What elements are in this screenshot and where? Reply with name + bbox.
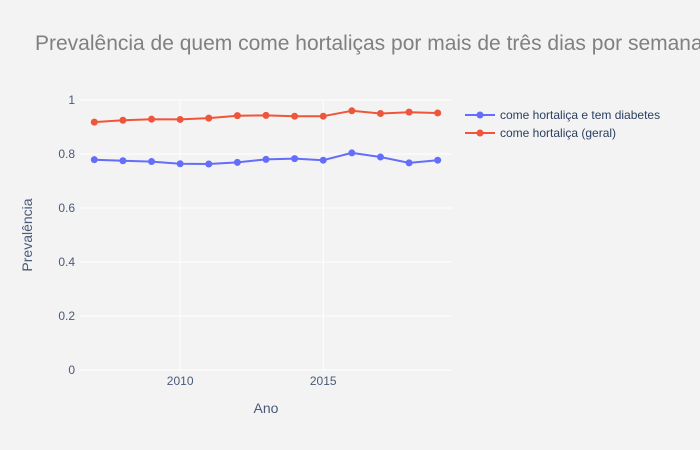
- legend-marker: [476, 129, 484, 137]
- data-point[interactable]: [148, 158, 156, 166]
- data-point[interactable]: [376, 153, 384, 161]
- data-point[interactable]: [262, 111, 270, 119]
- y-tick-label: 0: [68, 363, 75, 377]
- data-point[interactable]: [90, 118, 98, 126]
- series-2: [90, 107, 442, 126]
- data-point[interactable]: [348, 149, 356, 157]
- x-tick-label: 2015: [310, 374, 337, 388]
- chart-title: Prevalência de quem come hortaliças por …: [35, 32, 700, 55]
- axis-ticks: 0 0.2 0.4 0.6 0.8 1 2010 2015: [58, 93, 337, 388]
- legend-label: come hortaliça e tem diabetes: [500, 108, 660, 122]
- legend-item[interactable]: come hortaliça (geral): [465, 126, 616, 140]
- data-point[interactable]: [291, 112, 299, 120]
- grid-lines: [80, 99, 452, 371]
- data-point[interactable]: [90, 156, 98, 164]
- data-point[interactable]: [233, 112, 241, 120]
- y-tick-label: 1: [68, 93, 75, 107]
- series-layer: [90, 107, 442, 168]
- series-1: [90, 149, 442, 168]
- data-point[interactable]: [205, 114, 213, 122]
- data-point[interactable]: [405, 159, 413, 167]
- data-point[interactable]: [291, 155, 299, 163]
- data-point[interactable]: [376, 110, 384, 117]
- y-tick-label: 0.6: [58, 201, 75, 215]
- data-point[interactable]: [348, 107, 356, 115]
- data-point[interactable]: [434, 156, 442, 164]
- legend[interactable]: come hortaliça e tem diabetes come hortal…: [465, 108, 660, 140]
- y-axis-title: Prevalência: [19, 198, 35, 271]
- data-point[interactable]: [319, 156, 327, 164]
- data-point[interactable]: [405, 108, 413, 116]
- data-point[interactable]: [205, 160, 213, 168]
- data-point[interactable]: [233, 158, 241, 166]
- legend-label: come hortaliça (geral): [500, 126, 616, 140]
- y-tick-label: 0.2: [58, 309, 75, 323]
- data-point[interactable]: [319, 112, 327, 120]
- legend-item[interactable]: come hortaliça e tem diabetes: [465, 108, 660, 122]
- data-point[interactable]: [119, 157, 127, 165]
- data-point[interactable]: [119, 116, 127, 124]
- data-point[interactable]: [434, 109, 442, 117]
- x-axis-title: Ano: [254, 400, 279, 416]
- y-tick-label: 0.8: [58, 147, 75, 161]
- data-point[interactable]: [262, 155, 270, 163]
- legend-marker: [476, 111, 484, 119]
- data-point[interactable]: [176, 160, 184, 168]
- x-tick-label: 2010: [167, 374, 194, 388]
- y-tick-label: 0.4: [58, 255, 75, 269]
- data-point[interactable]: [176, 115, 184, 123]
- data-point[interactable]: [148, 115, 156, 123]
